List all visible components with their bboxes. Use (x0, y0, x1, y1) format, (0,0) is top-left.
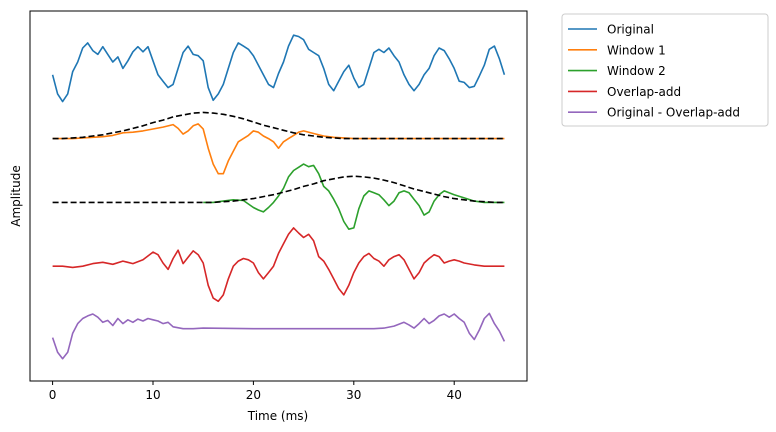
x-tick-label: 40 (447, 388, 462, 402)
legend-label: Overlap-add (607, 85, 681, 99)
x-axis-ticks: 0 10 20 30 40 (49, 381, 462, 402)
window-envelope-line-5 (52, 111, 505, 140)
legend-label: Window 2 (607, 64, 666, 78)
window-envelope-line-6 (52, 175, 505, 204)
legend-frame (561, 13, 769, 127)
series-line-0 (51, 34, 506, 103)
legend: Original Window 1 Window 2 Overlap-add Origi… (561, 13, 769, 127)
series-line-3 (52, 227, 505, 303)
legend-label: Original (607, 23, 654, 37)
x-axis-label: Time (ms) (247, 409, 309, 423)
x-tick-label: 30 (346, 388, 361, 402)
x-tick-label: 10 (145, 388, 160, 402)
plot-lines (51, 34, 506, 360)
y-axis-label: Amplitude (9, 165, 23, 227)
series-line-2 (203, 163, 505, 230)
legend-label: Window 1 (607, 43, 666, 57)
plot-frame (29, 10, 528, 382)
series-line-4 (51, 312, 506, 360)
x-tick-label: 0 (49, 388, 57, 402)
legend-label: Original - Overlap-add (607, 106, 740, 120)
x-tick-label: 20 (246, 388, 261, 402)
